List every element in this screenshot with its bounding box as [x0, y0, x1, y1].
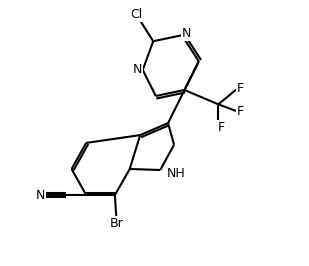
Text: Cl: Cl: [130, 8, 142, 21]
Text: F: F: [218, 121, 225, 134]
Text: F: F: [236, 105, 243, 118]
Text: N: N: [182, 27, 191, 40]
Text: N: N: [36, 189, 45, 202]
Text: Br: Br: [110, 217, 124, 230]
Text: N: N: [133, 63, 142, 76]
Text: NH: NH: [167, 167, 186, 180]
Text: F: F: [236, 82, 243, 95]
